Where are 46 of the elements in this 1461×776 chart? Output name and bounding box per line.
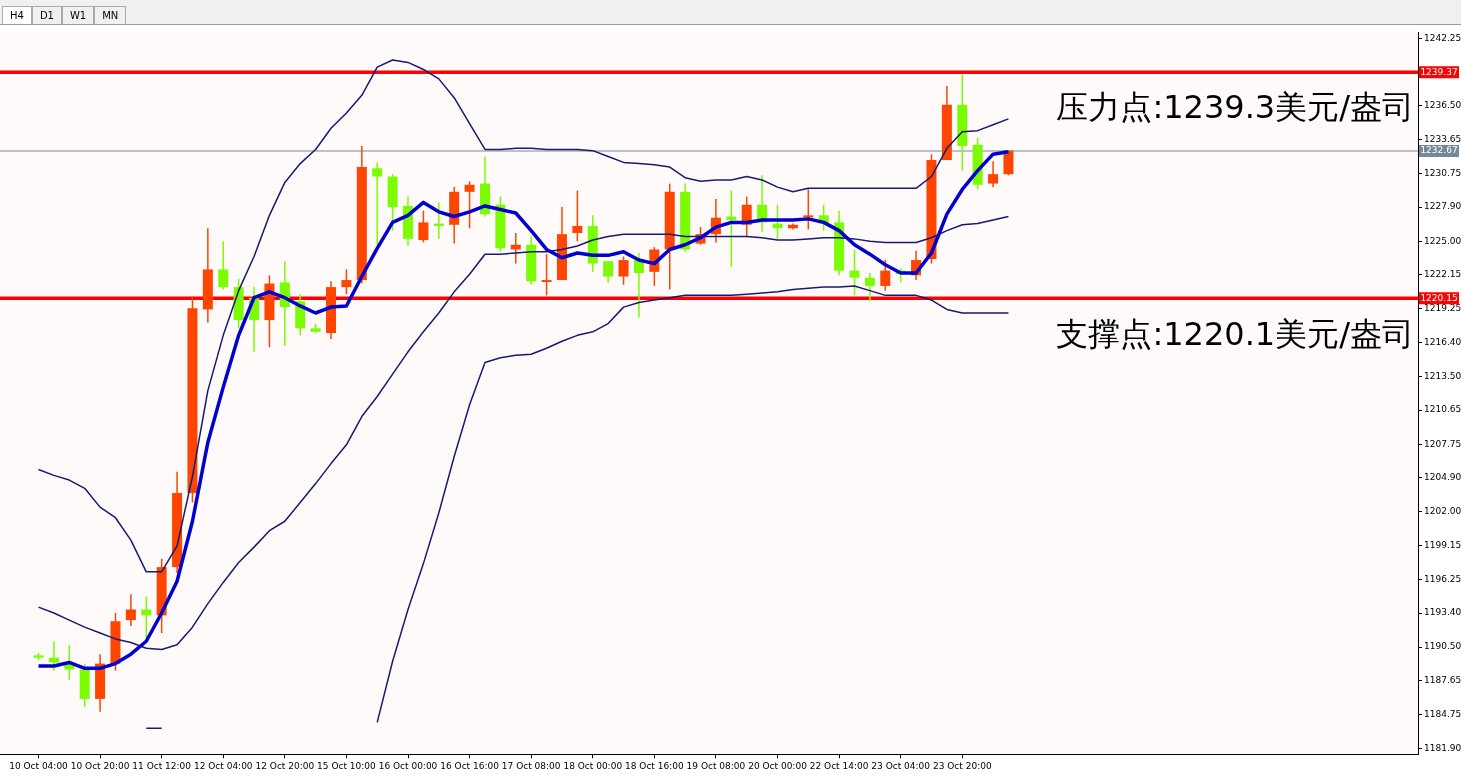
x-tick-label: 18 Oct 16:00 <box>625 760 684 771</box>
ref-line-label: 1239.37 <box>1420 66 1458 77</box>
y-tick-label: 1233.65 <box>1424 133 1461 144</box>
y-tick-label: 1190.50 <box>1424 641 1461 652</box>
x-tick-label: 17 Oct 08:00 <box>501 760 561 771</box>
y-tick-label: 1181.90 <box>1424 742 1461 753</box>
y-tick-label: 1210.65 <box>1424 404 1461 415</box>
text: D1 <box>31 6 62 24</box>
x-tick-label: 12 Oct 20:00 <box>255 760 315 771</box>
y-tick-label: 1199.15 <box>1424 539 1461 550</box>
x-tick-label: 10 Oct 20:00 <box>70 760 130 771</box>
x-tick-label: 18 Oct 00:00 <box>563 760 623 771</box>
y-tick-label: 1236.50 <box>1424 100 1461 111</box>
y-tick-label: 1202.00 <box>1424 506 1461 517</box>
ref-line-label: 1232.67 <box>1420 145 1458 156</box>
y-tick-label: 1230.75 <box>1424 167 1461 178</box>
text: H4 <box>2 6 32 24</box>
x-tick-label: 23 Oct 04:00 <box>871 760 931 771</box>
ref-line-label: 1220.15 <box>1420 292 1458 303</box>
text: W1 <box>61 6 95 24</box>
annotation: 压力点:1239.3美元/盎司 <box>1056 88 1414 127</box>
y-tick-label: 1184.75 <box>1424 709 1461 720</box>
x-tick-label: 11 Oct 12:00 <box>132 760 192 771</box>
y-tick-label: 1193.40 <box>1424 607 1461 618</box>
x-tick-label: 19 Oct 08:00 <box>686 760 746 771</box>
x-tick-label: 10 Oct 04:00 <box>9 760 69 771</box>
y-tick-label: 1213.50 <box>1424 370 1461 381</box>
y-tick-label: 1219.25 <box>1424 303 1461 314</box>
y-tick-label: 1207.75 <box>1424 438 1461 449</box>
x-tick-label: 20 Oct 00:00 <box>748 760 808 771</box>
y-tick-label: 1225.00 <box>1424 235 1461 246</box>
x-tick-label: 15 Oct 10:00 <box>317 760 377 771</box>
y-tick-label: 1222.15 <box>1424 269 1461 280</box>
y-tick-label: 1242.25 <box>1424 32 1461 43</box>
x-tick-label: 22 Oct 14:00 <box>809 760 869 771</box>
annotation: 支撑点:1220.1美元/盎司 <box>1056 314 1414 353</box>
y-tick-label: 1196.25 <box>1424 573 1461 584</box>
y-tick-label: 1204.90 <box>1424 472 1461 483</box>
y-tick-label: 1216.40 <box>1424 336 1461 347</box>
x-tick-label: 12 Oct 04:00 <box>193 760 253 771</box>
x-tick-label: 16 Oct 16:00 <box>440 760 500 771</box>
text: MN <box>94 6 127 24</box>
y-tick-label: 1227.90 <box>1424 201 1461 212</box>
x-tick-label: 23 Oct 20:00 <box>932 760 992 771</box>
y-tick-label: 1187.65 <box>1424 675 1461 686</box>
x-tick-label: 16 Oct 00:00 <box>378 760 438 771</box>
